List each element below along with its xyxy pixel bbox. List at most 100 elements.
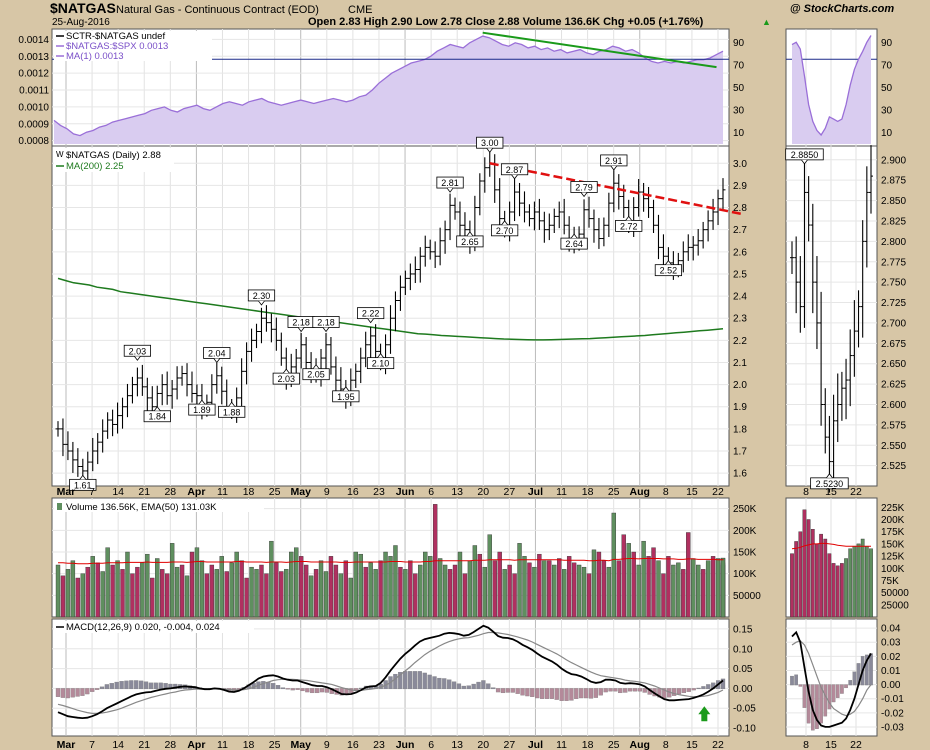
volume-bar	[333, 564, 339, 618]
volume-bar	[135, 566, 140, 618]
volume-bar	[125, 551, 130, 618]
price-label-flag-text: 2.81	[441, 178, 459, 188]
ratio-right-tick: 30	[733, 106, 745, 117]
x-tick-label-macd: 27	[504, 739, 516, 750]
volume-zoom-tick: 225K	[881, 503, 905, 514]
macd-histogram-bar	[94, 688, 100, 690]
volume-legend-entry: Volume 136.56K, EMA(50) 131.03K	[66, 502, 217, 513]
ratio-green-trendline	[482, 31, 717, 69]
macd-histogram-bar	[569, 688, 574, 701]
macd-right-tick: -0.10	[733, 724, 756, 735]
volume-bar	[666, 556, 671, 618]
tick-labels: Mar Mar 7 7 14 14 21 21 28 28 Apr Apr 11 11 18 18 25 25 Ma…	[18, 35, 909, 750]
macd-histogram-bar	[476, 681, 481, 690]
volume-bar	[274, 562, 279, 618]
price-label-flag: 2.30	[247, 289, 276, 306]
price-label-flag-text: 2.10	[372, 359, 390, 369]
macd-histogram-bar	[295, 688, 300, 690]
macd-histogram-bar	[583, 688, 589, 699]
x-tick-label-macd: Jun	[396, 739, 415, 750]
zoom-macd-histogram-bar	[831, 684, 836, 703]
volume-bar	[413, 573, 418, 618]
zoom-price-flag-pointer	[826, 473, 833, 479]
ratio-left-tick: 0.0009	[18, 119, 49, 130]
zoom-macd-histogram-bar	[848, 680, 853, 686]
macd-histogram-bar	[701, 686, 706, 690]
price-right-tick: 2.5	[733, 269, 747, 280]
volume-bar	[423, 551, 428, 618]
ratio-left-tick: 0.0012	[18, 69, 49, 80]
zoom-macd-histogram-bar	[823, 684, 828, 717]
volume-bar	[249, 566, 254, 618]
macd-histogram-bar	[500, 688, 506, 694]
zoom-volume-bar	[794, 541, 799, 618]
price-label-flag: 2.22	[357, 307, 385, 324]
x-tick-label: 21	[138, 486, 150, 498]
macd-histogram-bar	[456, 683, 462, 690]
macd-histogram-bar	[75, 688, 80, 697]
zoom-volume-bar	[819, 533, 823, 618]
macd-histogram-bar	[310, 688, 315, 694]
red-resistance-trendline	[489, 162, 744, 216]
volume-bar	[616, 560, 621, 618]
volume-bar	[502, 569, 507, 618]
macd-histogram-bar	[442, 678, 447, 690]
zoom-macd-histogram-bar	[806, 684, 811, 724]
macd-histogram-bar	[124, 680, 129, 690]
macd-histogram-bar	[671, 688, 677, 696]
macd-histogram-bar	[642, 688, 647, 693]
macd-right-tick: 0.05	[733, 664, 753, 675]
volume-bar	[527, 562, 532, 618]
zoom-x-tick-label-macd: 15	[825, 739, 837, 750]
price-label-flag-text: 2.05	[307, 370, 325, 380]
volume-zoom-tick: 125K	[881, 552, 905, 563]
description-label: Natural Gas - Continuous Contract (EOD)	[116, 4, 319, 16]
macd-histogram-bar	[686, 688, 691, 692]
price-right-tick: 2.8	[733, 203, 747, 214]
macd-zoom-tick: 0.01	[881, 666, 901, 677]
macd-zoom-tick: -0.03	[881, 722, 904, 733]
macd-histogram-bar	[720, 678, 726, 690]
zoom-volume-bar	[810, 529, 815, 618]
volume-bar	[720, 557, 726, 618]
volume-bar	[100, 571, 105, 618]
x-tick-label: 9	[324, 486, 330, 498]
zoom-volume-bar	[823, 538, 828, 618]
macd-histogram-bar	[554, 688, 559, 700]
x-tick-label-macd: Aug	[630, 739, 650, 750]
price-label-flag-pointer	[322, 327, 330, 333]
zoom-right-tick: 2.800	[881, 237, 906, 248]
x-tick-label: 25	[608, 486, 620, 498]
x-tick-label: 25	[269, 486, 281, 498]
price-label-flag-pointer	[297, 327, 305, 333]
volume-bar	[214, 569, 219, 618]
zoom-macd-histogram-bar	[827, 684, 832, 710]
price-label-flag-text: 3.00	[481, 138, 499, 148]
macd-histogram-bar	[65, 688, 70, 699]
zoom-macd-histogram-bar	[869, 653, 873, 686]
x-tick-label: 23	[373, 486, 385, 498]
macd-histogram-bar	[662, 688, 667, 699]
price-label-flag-text: 2.30	[253, 291, 271, 301]
macd-histogram-bar	[412, 671, 418, 690]
macd-histogram-bar	[579, 688, 584, 699]
price-label-flag-text: 1.88	[223, 407, 241, 417]
volume-zoom-tick: 100K	[881, 564, 905, 575]
ratio-panel: SCTR-$NATGAS undef$NATGAS:$SPX 0.0013MA(…	[52, 31, 877, 144]
zoom-right-tick: 2.725	[881, 298, 906, 309]
zoom-right-tick: 2.625	[881, 380, 906, 391]
volume-bar	[676, 562, 681, 618]
volume-bar	[447, 569, 453, 618]
price-label-flag-pointer	[501, 220, 508, 226]
volume-bar	[378, 560, 383, 618]
macd-zoom-tick: 0.00	[881, 680, 901, 691]
price-label-flag-text: 2.79	[575, 182, 593, 192]
x-tick-label-macd: Apr	[187, 739, 205, 750]
price-label-flag-pointer	[610, 165, 618, 171]
volume-bar	[626, 543, 631, 618]
volume-bar	[621, 534, 626, 618]
price-label-flag: 2.05	[302, 364, 330, 381]
zoom-volume-bar	[860, 538, 865, 618]
volume-bar	[105, 547, 110, 618]
volume-bar	[209, 564, 215, 618]
